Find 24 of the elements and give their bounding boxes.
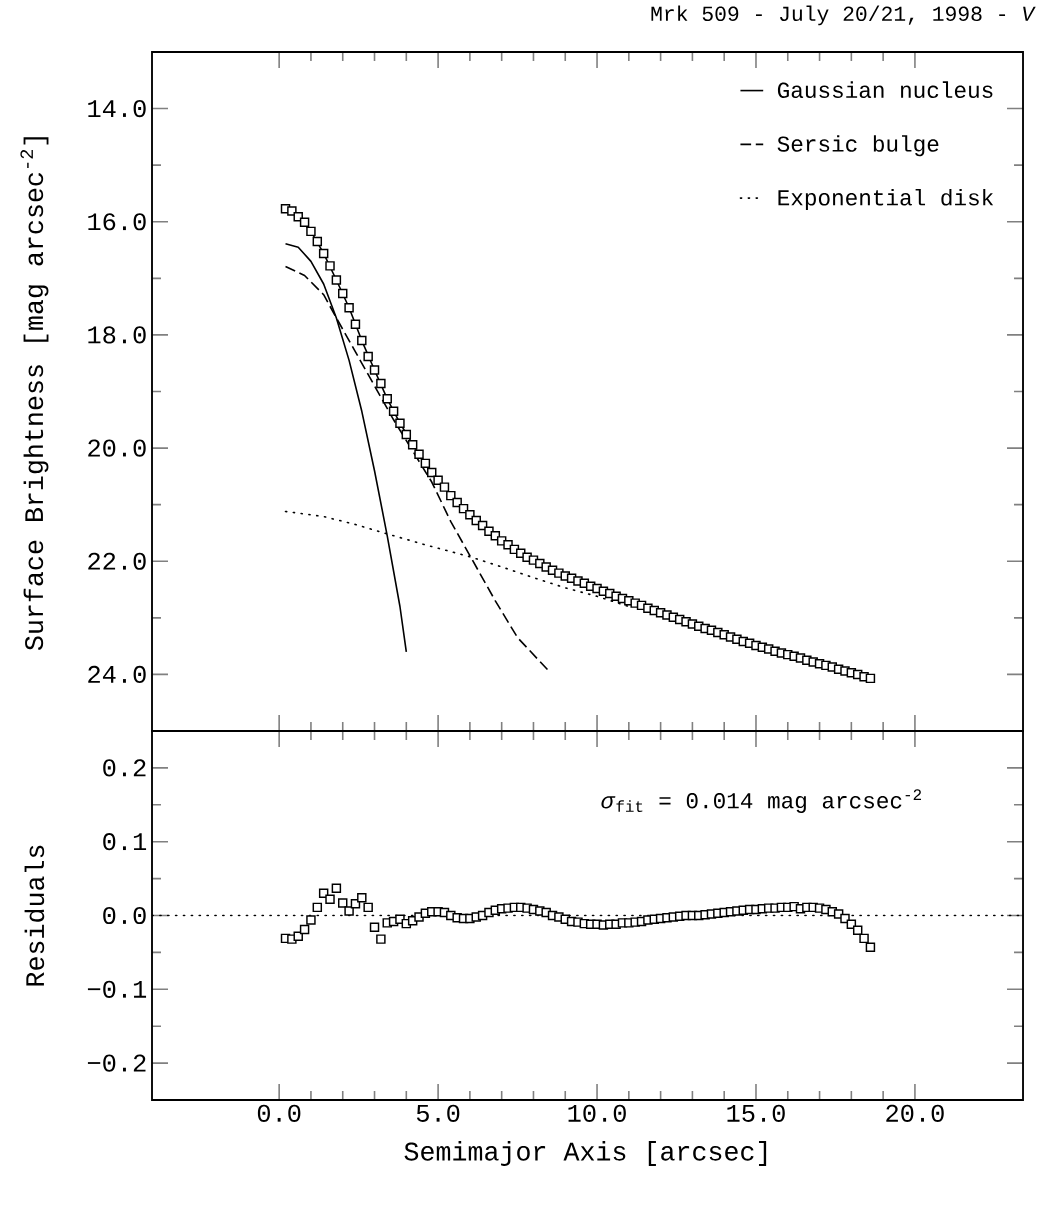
x-axis-title: Semimajor Axis [arcsec] bbox=[404, 1141, 767, 1166]
y-tick-label: 14.0 bbox=[88, 99, 146, 118]
legend-label: Exponential disk bbox=[778, 188, 994, 211]
y-tick-label: 0.2 bbox=[103, 759, 146, 777]
legend-label: Gaussian nucleus bbox=[777, 81, 993, 99]
y-tick-label: 0.0 bbox=[103, 906, 146, 925]
x-tick-label: 20.0 bbox=[886, 1104, 944, 1122]
y-tick-label: −0.2 bbox=[87, 1054, 146, 1072]
y-tick-label: 18.0 bbox=[88, 326, 146, 344]
y-tick-label: 0.1 bbox=[103, 833, 147, 851]
x-tick-label: 0.0 bbox=[257, 1104, 301, 1122]
legend-label: Sersic bulge bbox=[777, 135, 939, 157]
y-axis-title: Residuals bbox=[24, 845, 45, 986]
y-tick-label: −0.1 bbox=[87, 980, 147, 998]
chart-title: Mrk 509 - July 20/21, 1998 - V bbox=[651, 5, 1036, 26]
y-tick-label: 20.0 bbox=[88, 439, 146, 457]
y-tick-label: 16.0 bbox=[88, 213, 146, 231]
x-tick-label: 10.0 bbox=[568, 1104, 626, 1122]
y-tick-label: 24.0 bbox=[88, 665, 146, 684]
y-axis-title: Surface Brightness [mag arcsec$^{-2}$] bbox=[20, 137, 49, 651]
x-tick-label: 5.0 bbox=[416, 1104, 460, 1122]
x-tick-label: 15.0 bbox=[727, 1104, 785, 1122]
annotation: σ$_{fit}$ = 0.014 mag arcsec$^{-2}$ bbox=[601, 789, 921, 813]
y-tick-label: 22.0 bbox=[88, 552, 146, 570]
